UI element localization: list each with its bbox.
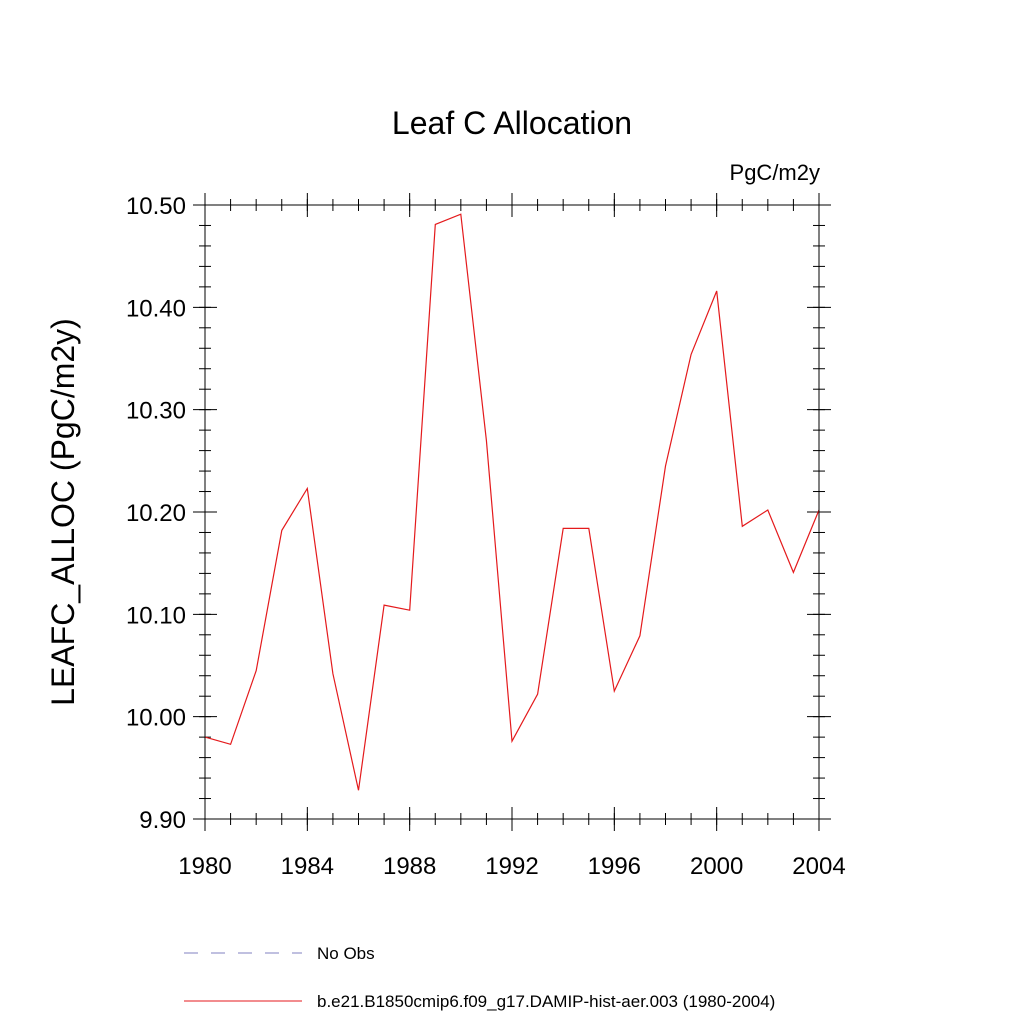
x-tick-label: 1988 <box>383 853 436 880</box>
x-tick-label: 1996 <box>588 853 641 880</box>
legend-label-1: b.e21.B1850cmip6.f09_g17.DAMIP-hist-aer.… <box>317 992 775 1011</box>
data-point <box>383 604 386 607</box>
chart-title: Leaf C Allocation <box>392 105 632 141</box>
data-point <box>664 464 667 467</box>
y-tick-label: 10.30 <box>126 398 186 425</box>
data-point <box>306 487 309 490</box>
plot-frame <box>204 204 820 820</box>
tick-labels: 1980 1984 1988 1992 1996 2000 2004 9.90 10.00 10.… <box>126 193 846 880</box>
data-point <box>408 609 411 612</box>
y-tick-label: 10.40 <box>126 295 186 322</box>
legend: No Obs b.e21.B1850cmip6.f09_g17.DAMIP-his… <box>184 944 775 1011</box>
data-point <box>536 693 539 696</box>
data-point <box>511 740 514 743</box>
data-point <box>331 672 334 675</box>
x-tick-label: 1992 <box>485 853 538 880</box>
data-point <box>357 789 360 792</box>
data-point <box>766 508 769 511</box>
data-point <box>434 223 437 226</box>
x-tick-label: 1980 <box>178 853 231 880</box>
y-axis-label: LEAFC_ALLOC (PgC/m2y) <box>45 318 81 706</box>
y-tick-label: 9.90 <box>139 807 186 834</box>
series-line-0 <box>204 213 820 791</box>
units-label: PgC/m2y <box>730 160 820 185</box>
data-point <box>587 527 590 530</box>
y-tick-label: 10.50 <box>126 193 186 220</box>
y-tick-label: 10.00 <box>126 705 186 732</box>
data-point <box>562 527 565 530</box>
data-point <box>715 289 718 292</box>
data-point <box>255 669 258 672</box>
data-point <box>792 571 795 574</box>
data-point <box>690 353 693 356</box>
data-point <box>638 634 641 637</box>
legend-label-0: No Obs <box>317 944 375 963</box>
x-tick-label: 2004 <box>792 853 845 880</box>
data-point <box>741 525 744 528</box>
data-point <box>613 690 616 693</box>
y-tick-label: 10.10 <box>126 602 186 629</box>
data-point <box>280 529 283 532</box>
data-point <box>459 213 462 216</box>
x-tick-label: 1984 <box>281 853 334 880</box>
data-point <box>485 439 488 442</box>
series-layer <box>204 213 820 792</box>
x-tick-label: 2000 <box>690 853 743 880</box>
data-point <box>229 743 232 746</box>
y-tick-label: 10.20 <box>126 500 186 527</box>
